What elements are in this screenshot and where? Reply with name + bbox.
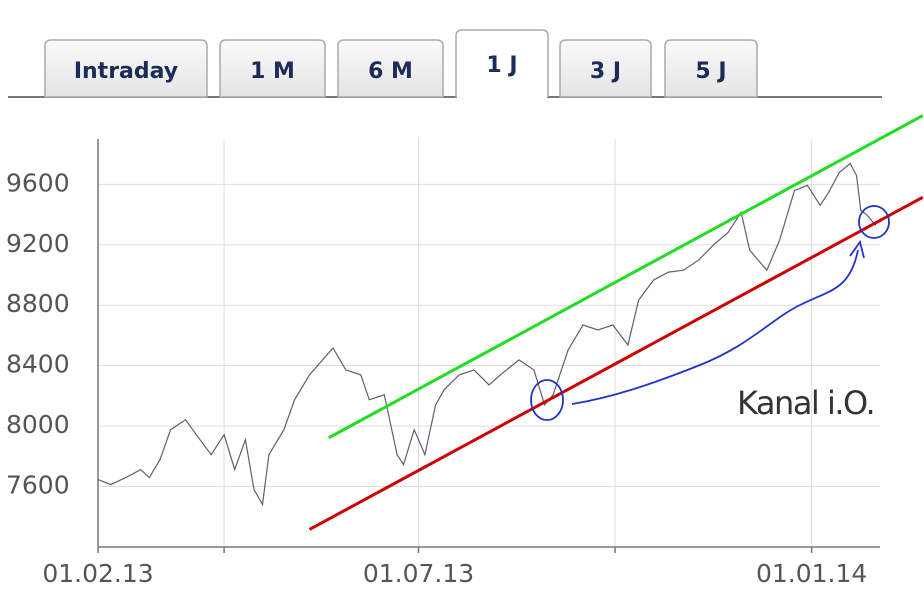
price-line bbox=[97, 162, 877, 507]
highlight-circle bbox=[858, 205, 890, 239]
annotation-arrow bbox=[571, 249, 859, 405]
tab-label[interactable]: 6 M bbox=[368, 59, 413, 84]
tab-label[interactable]: 3 J bbox=[590, 59, 621, 84]
y-tick-label: 8400 bbox=[6, 350, 70, 379]
tab-label[interactable]: 1 M bbox=[250, 59, 295, 84]
annotation-text: Kanal i.O. bbox=[737, 384, 874, 422]
x-tick-label: 01.07.13 bbox=[363, 559, 474, 588]
arrow-head bbox=[849, 239, 865, 259]
tab[interactable] bbox=[219, 39, 326, 98]
channel-line bbox=[308, 196, 924, 531]
channel-line bbox=[328, 114, 924, 440]
x-tick-label: 01.02.13 bbox=[42, 559, 153, 588]
highlight-circle bbox=[530, 379, 564, 421]
tab-bar: Intraday 1 M 6 M 1 J 3 J 5 J bbox=[44, 29, 758, 99]
tab-label[interactable]: Intraday bbox=[74, 59, 178, 84]
tab-label[interactable]: 1 J bbox=[486, 53, 517, 78]
tab[interactable] bbox=[337, 39, 444, 98]
tab-label[interactable]: 5 J bbox=[695, 59, 726, 84]
tab[interactable] bbox=[455, 29, 549, 97]
y-tick-label: 9600 bbox=[6, 168, 70, 197]
tab[interactable] bbox=[664, 39, 758, 98]
y-tick-label: 9200 bbox=[6, 229, 70, 258]
y-tick-label: 8000 bbox=[6, 410, 70, 439]
y-tick-label: 7600 bbox=[6, 471, 70, 500]
x-tick-label: 01.01.14 bbox=[756, 559, 867, 588]
y-tick-label: 8800 bbox=[6, 289, 70, 318]
plot-area: 7600 8000 8400 8800 9200 9600 01.02.13 01.07.13… bbox=[6, 114, 924, 588]
tab[interactable] bbox=[559, 39, 652, 98]
tab[interactable] bbox=[44, 39, 208, 98]
